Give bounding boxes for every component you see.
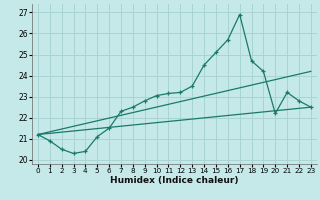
X-axis label: Humidex (Indice chaleur): Humidex (Indice chaleur)	[110, 176, 239, 185]
